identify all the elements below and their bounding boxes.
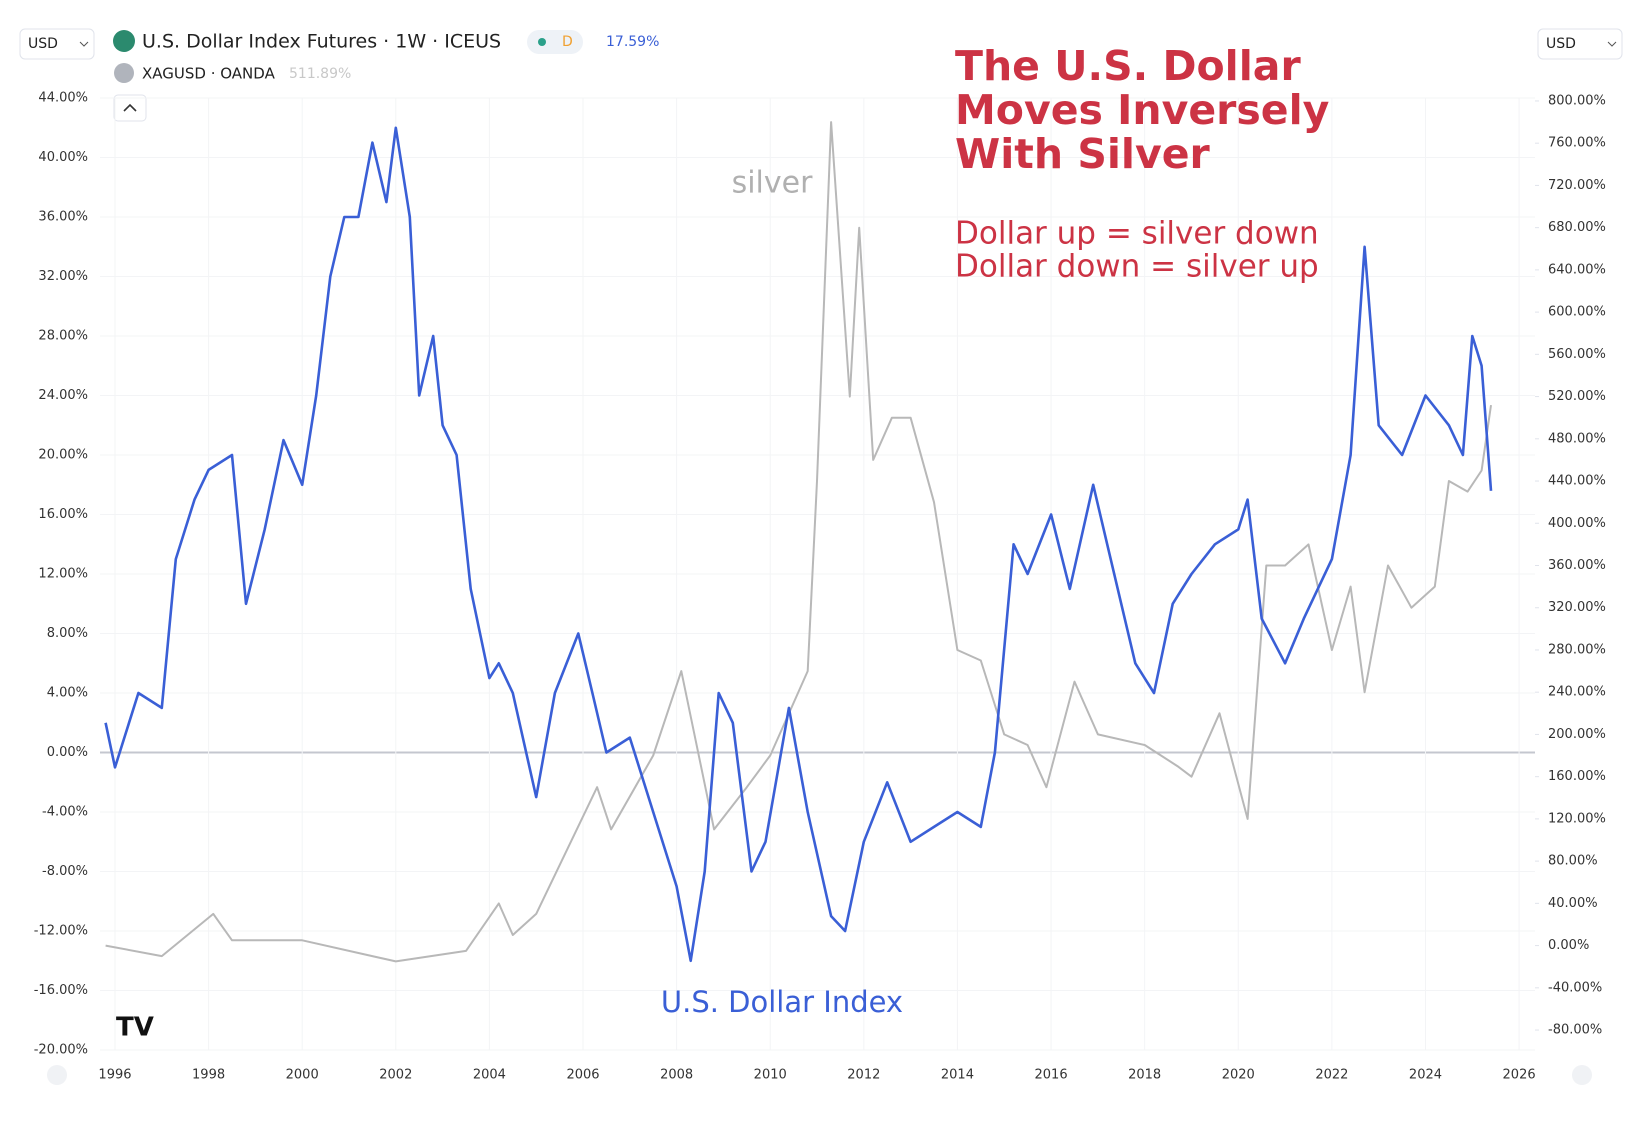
y2-tick-label: 560.00% — [1548, 347, 1606, 362]
y2-tick-label: 40.00% — [1548, 896, 1598, 911]
x-tick-label: 2004 — [473, 1068, 506, 1083]
y2-tick-label: 760.00% — [1548, 136, 1606, 151]
y-tick-label: -12.00% — [34, 924, 88, 939]
x-tick-label: 2020 — [1222, 1068, 1255, 1083]
y-tick-label: 32.00% — [38, 269, 88, 284]
currency-left: USD — [28, 36, 58, 52]
legend-value: 17.59% — [606, 34, 659, 50]
axis-button[interactable] — [1572, 1065, 1592, 1085]
currency-right: USD — [1546, 36, 1576, 52]
series-line — [104, 126, 1493, 963]
y2-tick-label: 400.00% — [1548, 516, 1606, 531]
y2-tick-label: 320.00% — [1548, 600, 1606, 615]
title-line: Moves Inversely — [955, 86, 1329, 134]
y2-tick-label: 520.00% — [1548, 389, 1606, 404]
title-line: The U.S. Dollar — [955, 42, 1301, 90]
y2-tick-label: 360.00% — [1548, 558, 1606, 573]
collapse-icon — [123, 103, 137, 112]
y-tick-label: -4.00% — [42, 805, 88, 820]
y-tick-label: 0.00% — [47, 745, 88, 760]
y-tick-label: 28.00% — [38, 329, 88, 344]
legend-value: 511.89% — [289, 66, 351, 82]
y2-tick-label: 200.00% — [1548, 727, 1606, 742]
y2-tick-label: 240.00% — [1548, 685, 1606, 700]
x-tick-label: 2002 — [379, 1068, 412, 1083]
y-tick-label: 12.00% — [38, 567, 88, 582]
subtitle-line: Dollar down = silver up — [955, 249, 1319, 285]
x-tick-label: 2012 — [847, 1068, 880, 1083]
axis-button[interactable] — [47, 1065, 67, 1085]
x-tick-label: 2010 — [754, 1068, 787, 1083]
y2-tick-label: 640.00% — [1548, 262, 1606, 277]
x-tick-label: 2024 — [1409, 1068, 1442, 1083]
y2-tick-label: 600.00% — [1548, 305, 1606, 320]
logo: TV — [116, 1013, 154, 1043]
status-pill — [527, 30, 583, 54]
y-tick-label: 24.00% — [38, 388, 88, 403]
y2-tick-label: 160.00% — [1548, 769, 1606, 784]
y2-tick-label: 120.00% — [1548, 811, 1606, 826]
currency-selector[interactable] — [1537, 28, 1623, 60]
currency-selector[interactable] — [19, 28, 95, 60]
plot — [104, 121, 1493, 963]
subtitle-line: Dollar up = silver down — [955, 216, 1319, 252]
y-tick-label: 44.00% — [38, 91, 88, 106]
legend-entry: U.S. Dollar Index Futures · 1W · ICEUS — [142, 31, 501, 53]
x-tick-label: 2014 — [941, 1068, 974, 1083]
y2-tick-label: -40.00% — [1548, 980, 1602, 995]
y2-tick-label: 80.00% — [1548, 854, 1598, 869]
y2-tick-label: -80.00% — [1548, 1023, 1602, 1038]
x-tick-label: 2000 — [286, 1068, 319, 1083]
y-tick-label: 4.00% — [47, 686, 88, 701]
x-tick-label: 2016 — [1035, 1068, 1068, 1083]
title-line: With Silver — [955, 130, 1211, 178]
y-tick-label: 20.00% — [38, 448, 88, 463]
y2-tick-label: 280.00% — [1548, 642, 1606, 657]
y2-tick-label: 480.00% — [1548, 431, 1606, 446]
legend-entry: XAGUSD · OANDA — [142, 65, 276, 83]
x-tick-label: 2022 — [1315, 1068, 1348, 1083]
y-tick-label: 16.00% — [38, 507, 88, 522]
y-tick-label: -20.00% — [34, 1043, 88, 1058]
annotation: silver — [732, 166, 814, 201]
x-tick-label: 1998 — [192, 1068, 225, 1083]
x-tick-label: 2008 — [660, 1068, 693, 1083]
collapse-button[interactable] — [113, 94, 147, 122]
y-tick-label: -16.00% — [34, 983, 88, 998]
x-tick-label: 2026 — [1503, 1068, 1536, 1083]
dropdown-icon — [1607, 41, 1617, 47]
y-tick-label: -8.00% — [42, 864, 88, 879]
grid — [100, 97, 1535, 1051]
y2-tick-label: 0.00% — [1548, 938, 1589, 953]
interval-badge: D — [562, 34, 573, 50]
series-line — [105, 121, 1492, 963]
dropdown-icon — [79, 41, 89, 47]
y-tick-label: 8.00% — [47, 626, 88, 641]
status-dot — [538, 38, 546, 46]
symbol-icon — [114, 63, 134, 83]
y2-tick-label: 800.00% — [1548, 93, 1606, 108]
annotation: U.S. Dollar Index — [661, 985, 903, 1019]
y2-tick-label: 720.00% — [1548, 178, 1606, 193]
x-tick-label: 2006 — [566, 1068, 599, 1083]
symbol-icon — [113, 30, 135, 52]
y-tick-label: 40.00% — [38, 150, 88, 165]
y-tick-label: 36.00% — [38, 210, 88, 225]
x-tick-label: 1996 — [98, 1068, 131, 1083]
y2-tick-label: 440.00% — [1548, 474, 1606, 489]
y2-tick-label: 680.00% — [1548, 220, 1606, 235]
x-tick-label: 2018 — [1128, 1068, 1161, 1083]
